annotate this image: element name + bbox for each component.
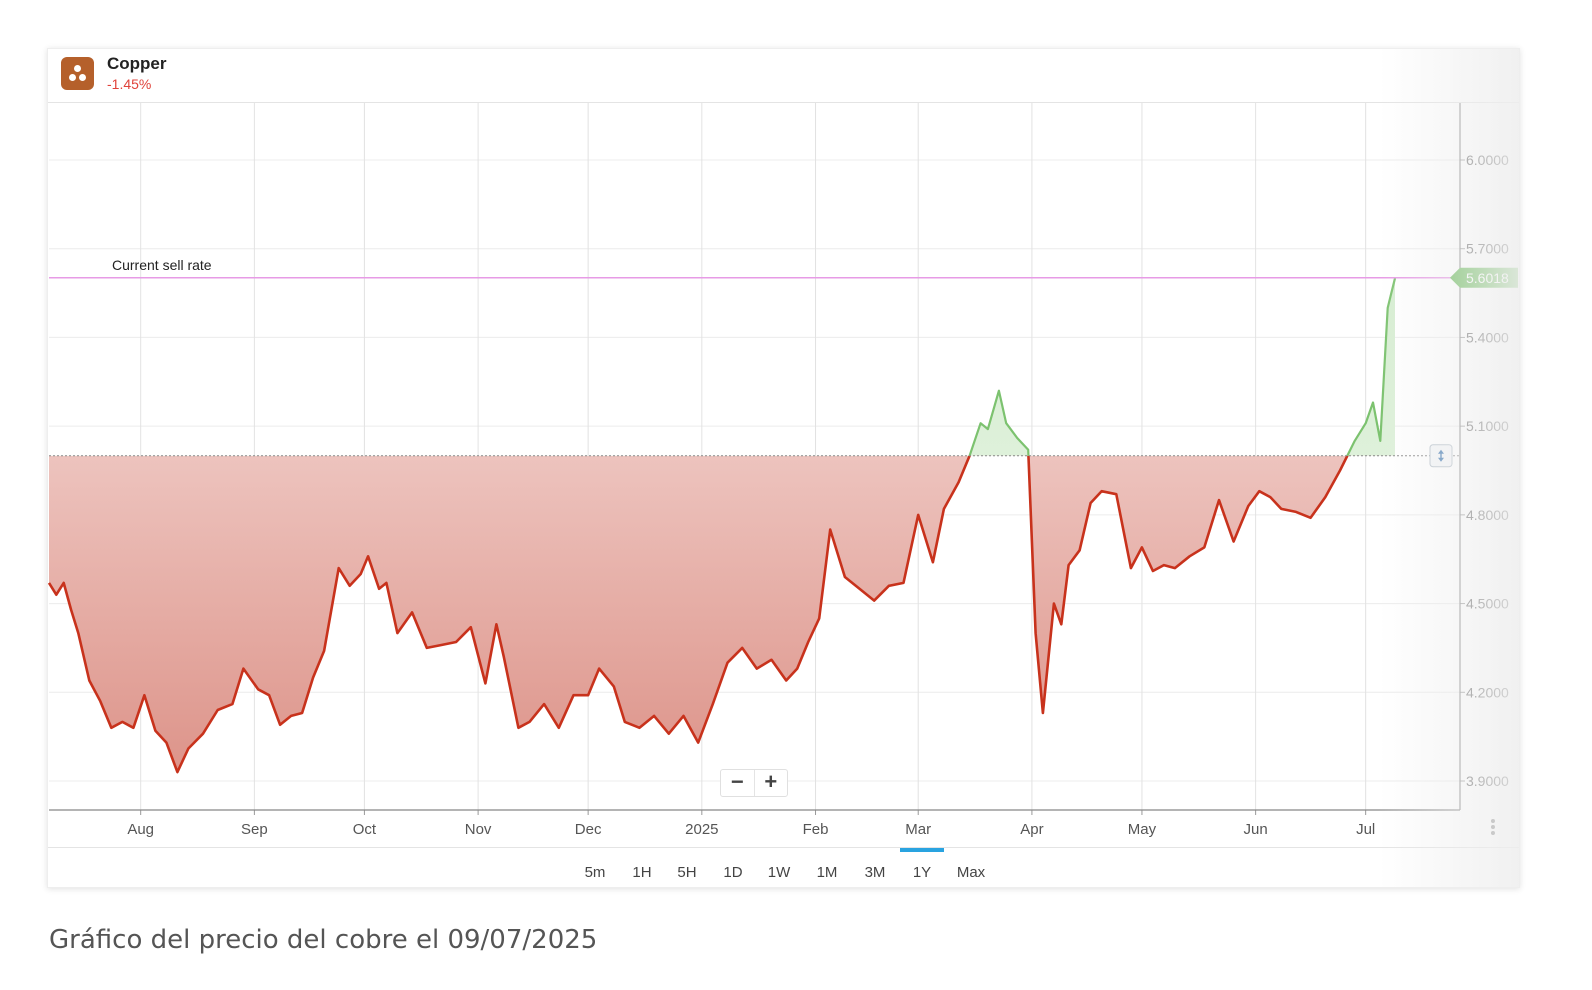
x-tick-label: Dec: [575, 821, 602, 838]
instrument-name: Copper: [107, 54, 167, 73]
series-line-below: [48, 455, 1349, 774]
timeframe-1w[interactable]: 1W: [767, 864, 791, 881]
zoom-in-button[interactable]: +: [764, 769, 778, 794]
y-tick-label: 4.5000: [1466, 596, 1509, 612]
x-tick-label: Aug: [127, 821, 154, 838]
timeframe-1y[interactable]: 1Y: [912, 864, 932, 881]
area-fill: [49, 278, 1395, 773]
y-tick-label: 3.9000: [1466, 773, 1509, 789]
timeframe-max[interactable]: Max: [956, 864, 986, 881]
chart-caption: Gráfico del precio del cobre el 09/07/20…: [49, 925, 598, 955]
baseline-drag-handle[interactable]: [1429, 444, 1453, 468]
timeframe-5h[interactable]: 5H: [677, 864, 697, 881]
x-tick-label: Apr: [1020, 821, 1043, 838]
y-tick-label: 4.8000: [1466, 507, 1509, 523]
y-tick-label: 4.2000: [1466, 684, 1509, 700]
x-tick-label: Jul: [1356, 821, 1375, 838]
x-tick-label: Feb: [803, 821, 829, 838]
timeframe-5m[interactable]: 5m: [584, 864, 606, 881]
timeframe-bar: 5m 1H 5H 1D 1W 1M 3M 1Y Max: [48, 847, 1519, 888]
timeframe-1d[interactable]: 1D: [723, 864, 743, 881]
price-change: -1.45%: [107, 76, 152, 92]
x-tick-label: Jun: [1244, 821, 1268, 838]
y-tick-label: 5.4000: [1466, 329, 1509, 345]
zoom-controls: − +: [720, 769, 788, 797]
timeframe-1m[interactable]: 1M: [816, 864, 838, 881]
overlays: Current sell rate 5.6018: [49, 257, 1518, 468]
y-tick-label: 5.7000: [1466, 241, 1509, 257]
x-tick-label: Nov: [465, 821, 492, 838]
sell-rate-label: Current sell rate: [112, 257, 212, 273]
selected-timeframe-indicator: [900, 848, 944, 852]
price-line: [48, 278, 1397, 774]
x-tick-label: Sep: [241, 821, 268, 838]
y-tick-label: 6.0000: [1466, 152, 1509, 168]
x-tick-label: May: [1128, 821, 1157, 838]
x-tick-label: Oct: [353, 821, 377, 838]
timeframe-1h[interactable]: 1H: [632, 864, 652, 881]
x-tick-label: Mar: [905, 821, 931, 838]
zoom-out-button[interactable]: −: [721, 770, 755, 796]
x-tick-label: 2025: [685, 821, 718, 838]
price-chart[interactable]: 6.0000 5.7000 5.4000 5.1000 4.8000 4.5000 4.20…: [48, 49, 1519, 849]
y-tick-label: 5.1000: [1466, 418, 1509, 434]
timeframe-3m[interactable]: 3M: [864, 864, 886, 881]
more-options-icon[interactable]: [1488, 817, 1498, 839]
sell-rate-value: 5.6018: [1466, 270, 1509, 286]
chart-widget: Copper -1.45% 6.0000 5.7000 5.4000 5.1000 4.…: [47, 48, 1520, 888]
copper-icon: [61, 57, 94, 90]
below-baseline-fill: [49, 455, 1348, 773]
chart-header: Copper -1.45%: [48, 49, 1519, 103]
